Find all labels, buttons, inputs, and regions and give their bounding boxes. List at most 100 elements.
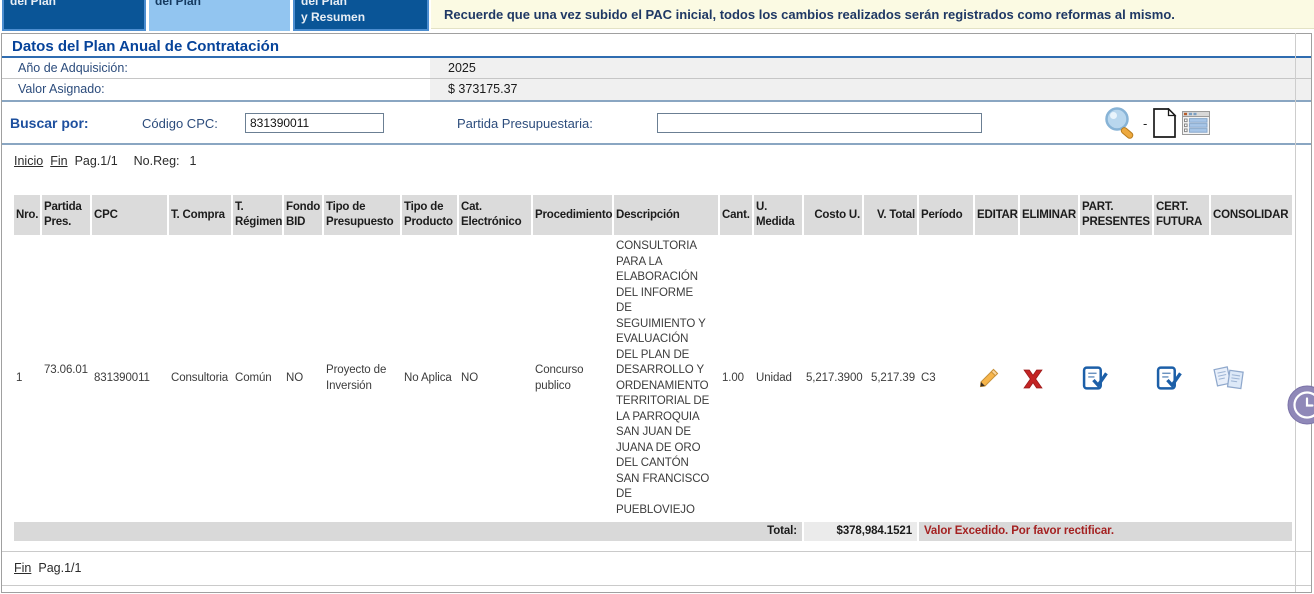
cell-cpc: 831390011: [92, 237, 167, 520]
tab-3-label: del Plan y Resumen: [301, 0, 365, 25]
col-header-v-total: V. Total: [864, 195, 917, 235]
cell-part-presentes: [1080, 237, 1152, 520]
copy-documents-icon[interactable]: [1213, 364, 1290, 394]
notice-text: Recuerde que una vez subido el PAC inici…: [444, 6, 1175, 22]
pac-reform-notice-banner: Recuerde que una vez subido el PAC inici…: [431, 0, 1314, 29]
col-header-fondo-bid: Fondo BID: [284, 195, 322, 235]
page-indicator-bottom: Pag.1/1: [38, 561, 82, 575]
footer-actions: Regresar: [2, 586, 1311, 592]
cell-cert-futura: [1154, 237, 1209, 520]
icon-separator-dash: -: [1143, 115, 1148, 131]
cpc-code-label: Código CPC:: [142, 116, 218, 131]
cell-tipo-producto: No Aplica: [402, 237, 457, 520]
magnifier-icon[interactable]: [1102, 106, 1138, 140]
tab-strip: del Plan del Plan del Plan y Resumen Rec…: [0, 0, 1314, 33]
assigned-value-row: Valor Asignado: $ 373175.37: [2, 79, 1311, 100]
tab-3-label-line2: y Resumen: [301, 10, 366, 24]
cell-t-compra: Consultoria: [169, 237, 231, 520]
partida-pres-value: 73.06.01: [44, 364, 88, 377]
col-header-cpc: CPC: [92, 195, 167, 235]
search-title: Buscar por:: [10, 115, 89, 131]
cell-partida-pres: 73.06.01: [42, 237, 90, 520]
col-header-costo-u: Costo U.: [804, 195, 862, 235]
assigned-value-label: Valor Asignado:: [18, 82, 105, 96]
partida-presupuestaria-label: Partida Presupuestaria:: [457, 116, 593, 131]
pac-data-panel: Datos del Plan Anual de Contratación Año…: [1, 33, 1312, 593]
list-report-icon[interactable]: [1182, 111, 1211, 135]
col-header-procedimiento: Procedimiento: [533, 195, 612, 235]
total-exceeded-warning: Valor Excedido. Por favor rectificar.: [919, 522, 1292, 541]
cell-editar: [975, 237, 1018, 520]
cell-eliminar: [1020, 237, 1078, 520]
assigned-value: $ 373175.37: [430, 79, 1311, 100]
tab-del-plan-2-active[interactable]: del Plan: [149, 0, 290, 31]
cpc-code-input[interactable]: [245, 113, 384, 133]
pencil-icon[interactable]: [977, 367, 1016, 390]
tab-3-label-line1: del Plan: [301, 0, 348, 8]
table-header-row: Nro. Partida Pres. CPC T. Compra T. Régi…: [14, 195, 1292, 235]
cell-tipo-presupuesto: Proyecto de Inversión: [324, 237, 400, 520]
total-label: Total:: [14, 522, 802, 541]
col-header-editar: EDITAR: [975, 195, 1018, 235]
tab-del-plan-1[interactable]: del Plan: [2, 0, 146, 31]
cell-consolidar: [1211, 237, 1292, 520]
records-count: 1: [189, 154, 197, 168]
pagination-top: Inicio Fin Pag.1/1 No.Reg: 1: [2, 145, 1311, 171]
plan-info-block: Año de Adquisición: 2025 Valor Asignado:…: [2, 58, 1311, 102]
search-action-icons: -: [1102, 106, 1211, 140]
search-bar: Buscar por: Código CPC: Partida Presupue…: [2, 102, 1311, 145]
col-header-periodo: Período: [919, 195, 973, 235]
col-header-partida-pres: Partida Pres.: [42, 195, 90, 235]
document-check-icon[interactable]: [1156, 366, 1207, 391]
document-check-icon[interactable]: [1082, 366, 1150, 391]
records-label: No.Reg:: [133, 154, 180, 168]
cell-procedimiento: Concurso publico: [533, 237, 612, 520]
cell-costo-u: 5,217.3900: [804, 237, 863, 520]
cell-descripcion: CONSULTORIA PARA LA ELABORACIÓN DEL INFO…: [614, 237, 718, 520]
col-header-nro: Nro.: [14, 195, 40, 235]
col-header-eliminar: ELIMINAR: [1020, 195, 1078, 235]
col-header-cat-electronico: Cat. Electrónico: [459, 195, 531, 235]
year-row: Año de Adquisición: 2025: [2, 58, 1311, 79]
col-header-tipo-presupuesto: Tipo de Presupuesto: [324, 195, 400, 235]
blank-document-icon[interactable]: [1152, 108, 1177, 138]
cell-periodo: C3: [919, 237, 973, 520]
cell-fondo-bid: NO: [284, 237, 322, 520]
page-title: Datos del Plan Anual de Contratación: [2, 34, 1311, 58]
col-header-t-compra: T. Compra: [169, 195, 231, 235]
cell-u-medida: Unidad: [754, 237, 802, 520]
col-header-u-medida: U. Medida: [754, 195, 802, 235]
year-label: Año de Adquisición:: [18, 61, 128, 75]
cell-t-regimen: Común: [233, 237, 282, 520]
partida-presupuestaria-input[interactable]: [657, 113, 982, 133]
year-value: 2025: [430, 58, 1311, 78]
pagination-bottom: Fin Pag.1/1: [2, 552, 1311, 586]
cell-v-total: 5,217.39: [864, 237, 917, 520]
pagination-fin-link-bottom[interactable]: Fin: [14, 561, 32, 575]
tab-1-label: del Plan: [10, 0, 57, 8]
col-header-cant: Cant.: [720, 195, 752, 235]
page-indicator: Pag.1/1: [74, 154, 118, 168]
divider: [2, 551, 1311, 552]
cell-nro: 1: [14, 237, 40, 520]
col-header-part-presentes: PART. PRESENTES: [1080, 195, 1152, 235]
pac-items-table: Nro. Partida Pres. CPC T. Compra T. Régi…: [12, 193, 1294, 543]
col-header-t-regimen: T. Régimen: [233, 195, 282, 235]
pagination-fin-link[interactable]: Fin: [50, 154, 68, 168]
col-header-tipo-producto: Tipo de Producto: [402, 195, 457, 235]
cell-cat-electronico: NO: [459, 237, 531, 520]
pagination-inicio-link[interactable]: Inicio: [14, 154, 44, 168]
table-row: 1 73.06.01 831390011 Consultoria Común N…: [14, 237, 1292, 520]
total-row: Total: $378,984.1521 Valor Excedido. Por…: [14, 522, 1292, 541]
cell-cant: 1.00: [720, 237, 752, 520]
col-header-consolidar: CONSOLIDAR: [1211, 195, 1292, 235]
total-value: $378,984.1521: [804, 522, 917, 541]
clock-icon[interactable]: [1285, 383, 1314, 427]
content-right-divider: [1295, 33, 1296, 592]
tab-del-plan-y-resumen[interactable]: del Plan y Resumen: [293, 0, 429, 31]
tab-2-label: del Plan: [155, 0, 202, 8]
col-header-cert-futura: CERT. FUTURA: [1154, 195, 1209, 235]
col-header-descripcion: Descripción: [614, 195, 718, 235]
red-x-icon[interactable]: [1022, 369, 1076, 389]
